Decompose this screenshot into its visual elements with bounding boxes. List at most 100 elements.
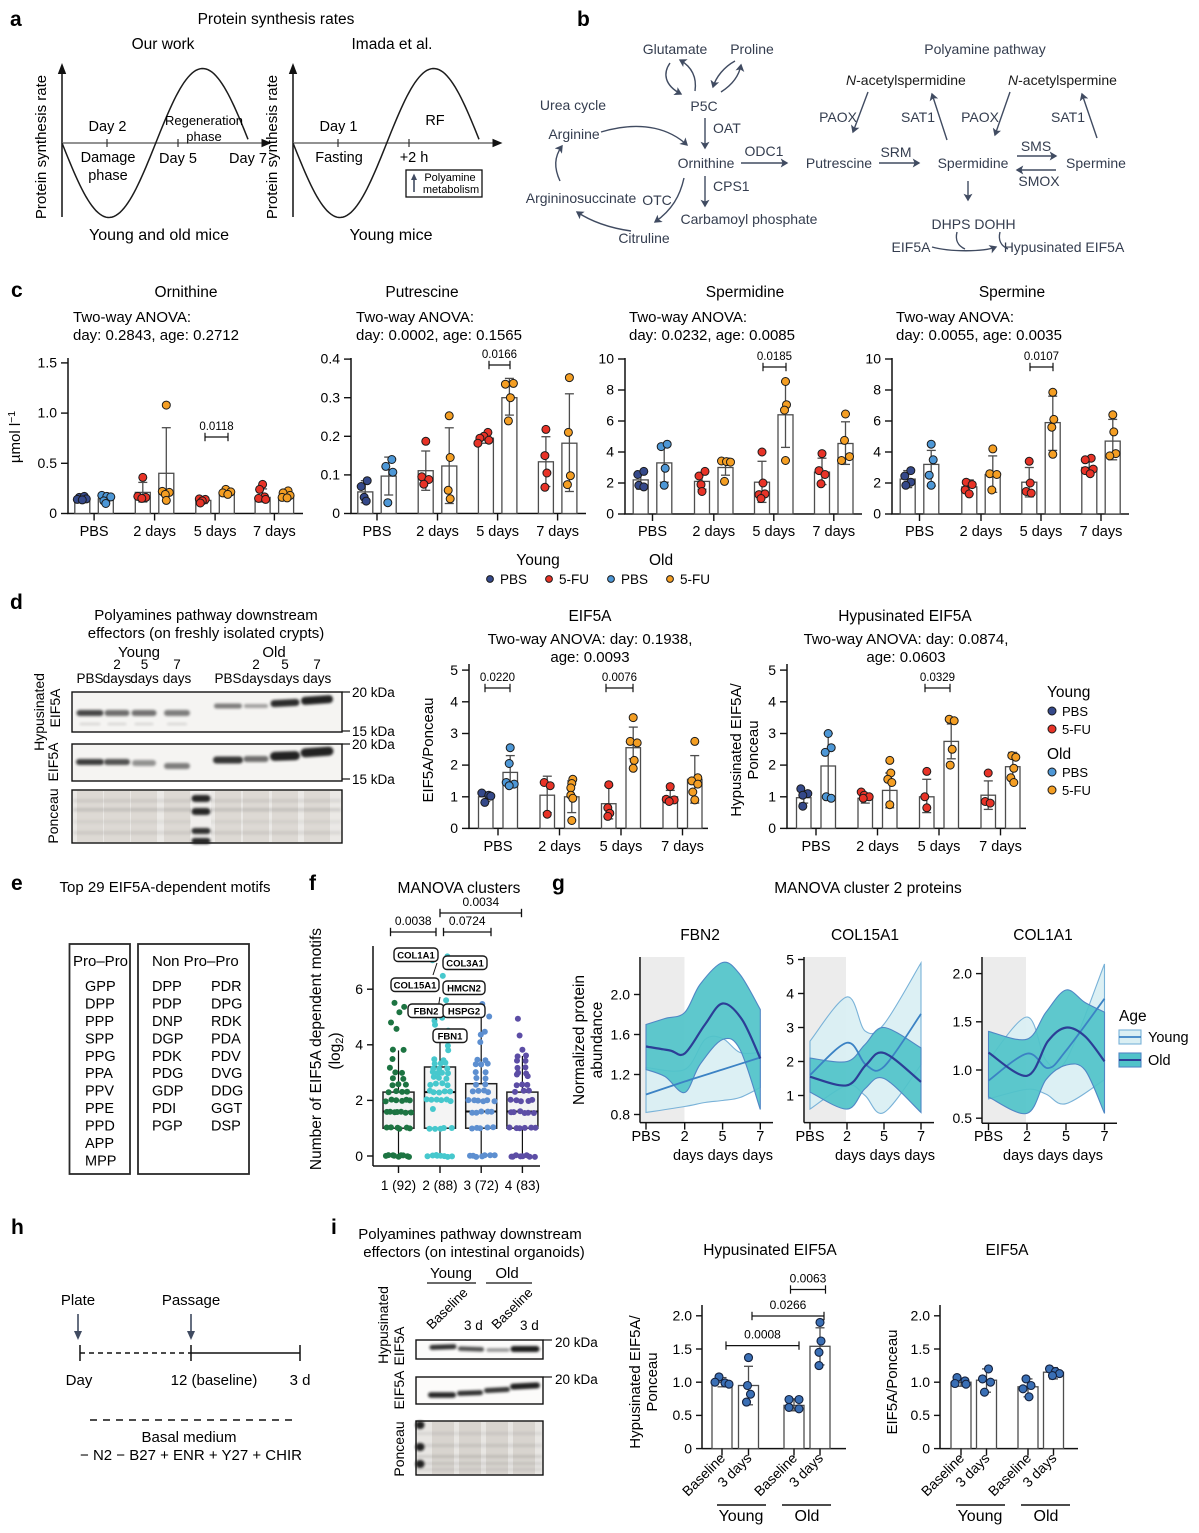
svg-text:1.0: 1.0 — [953, 1062, 973, 1078]
svg-text:RDK: RDK — [211, 1014, 242, 1030]
svg-text:2: 2 — [113, 657, 121, 672]
svg-text:PBS: PBS — [500, 572, 527, 587]
svg-text:7: 7 — [756, 1129, 764, 1145]
svg-text:0: 0 — [768, 820, 776, 836]
svg-text:1.2: 1.2 — [611, 1066, 631, 1082]
svg-text:5-FU: 5-FU — [680, 572, 710, 587]
svg-text:2.0: 2.0 — [673, 1308, 693, 1324]
svg-text:Non Pro–Pro: Non Pro–Pro — [152, 953, 239, 970]
svg-text:DPP: DPP — [152, 979, 182, 995]
svg-text:1.0: 1.0 — [911, 1374, 931, 1390]
svg-text:EIF5A: EIF5A — [568, 608, 612, 625]
svg-text:µmol l−1: µmol l−1 — [6, 411, 24, 463]
svg-text:PBS: PBS — [362, 524, 391, 540]
svg-text:5 days: 5 days — [1020, 524, 1063, 540]
svg-text:0: 0 — [684, 1440, 692, 1456]
svg-text:8: 8 — [873, 382, 881, 398]
svg-text:Polyamine pathway: Polyamine pathway — [924, 41, 1045, 57]
svg-text:5: 5 — [450, 662, 458, 678]
svg-text:1.5: 1.5 — [673, 1341, 693, 1357]
svg-text:Citruline: Citruline — [618, 230, 670, 246]
svg-text:4: 4 — [355, 1037, 363, 1053]
svg-text:0.5: 0.5 — [911, 1407, 931, 1423]
svg-text:Old: Old — [1034, 1508, 1059, 1525]
svg-text:2 days: 2 days — [692, 524, 735, 540]
svg-text:EIF5A: EIF5A — [391, 1370, 407, 1410]
svg-text:6: 6 — [873, 413, 881, 429]
svg-text:days: days — [130, 671, 159, 686]
svg-text:5 days: 5 days — [600, 839, 643, 855]
svg-text:b: b — [577, 8, 590, 31]
svg-text:2.0: 2.0 — [911, 1308, 931, 1324]
svg-text:5-FU: 5-FU — [1062, 783, 1091, 798]
svg-text:day: 0.0055, age: 0.0035: day: 0.0055, age: 0.0035 — [896, 327, 1062, 344]
svg-text:Regeneration: Regeneration — [165, 113, 243, 128]
svg-text:effectors (on intestinal organ: effectors (on intestinal organoids) — [363, 1244, 585, 1261]
svg-text:PBS: PBS — [76, 671, 103, 686]
svg-text:PBS: PBS — [80, 524, 109, 540]
svg-text:days days days: days days days — [835, 1148, 935, 1164]
svg-text:Top 29 EIF5A-dependent motifs: Top 29 EIF5A-dependent motifs — [60, 879, 271, 896]
svg-text:3 (72): 3 (72) — [464, 1178, 499, 1193]
svg-text:0.0329: 0.0329 — [920, 672, 955, 684]
svg-text:5: 5 — [719, 1129, 727, 1145]
svg-text:3: 3 — [450, 725, 458, 741]
svg-text:15 kDa: 15 kDa — [352, 724, 395, 739]
svg-text:DPG: DPG — [211, 997, 242, 1013]
svg-text:3 d: 3 d — [520, 1318, 539, 1333]
svg-text:Hypusinated EIF5A/: Hypusinated EIF5A/ — [728, 682, 745, 816]
svg-text:COL1A1: COL1A1 — [397, 950, 435, 961]
svg-text:2.0: 2.0 — [953, 965, 973, 981]
svg-text:PBS: PBS — [483, 839, 512, 855]
svg-text:PAOX: PAOX — [819, 109, 858, 125]
svg-text:0.5: 0.5 — [673, 1407, 693, 1423]
svg-text:0.4: 0.4 — [321, 351, 341, 367]
svg-text:Imada et al.: Imada et al. — [352, 36, 433, 53]
svg-text:Hypusinated EIF5A/: Hypusinated EIF5A/ — [627, 1314, 644, 1448]
svg-text:abundance: abundance — [589, 1002, 606, 1079]
svg-text:20 kDa: 20 kDa — [555, 1335, 598, 1350]
svg-text:day: 0.2843, age: 0.2712: day: 0.2843, age: 0.2712 — [73, 327, 239, 344]
svg-text:1.0: 1.0 — [38, 405, 58, 421]
svg-text:SAT1: SAT1 — [901, 109, 935, 125]
svg-text:OAT: OAT — [713, 120, 741, 136]
svg-text:5-FU: 5-FU — [1062, 722, 1091, 737]
svg-text:Young: Young — [719, 1508, 764, 1525]
svg-text:0.5: 0.5 — [953, 1110, 973, 1126]
svg-text:GDP: GDP — [152, 1084, 183, 1100]
svg-text:− N2 − B27 + ENR + Y27 + CHIR: − N2 − B27 + ENR + Y27 + CHIR — [80, 1447, 302, 1464]
svg-text:Old: Old — [262, 644, 285, 661]
svg-text:PPA: PPA — [85, 1066, 113, 1082]
svg-text:Ponceau: Ponceau — [644, 1352, 661, 1411]
svg-text:day: 0.0232, age: 0.0085: day: 0.0232, age: 0.0085 — [629, 327, 795, 344]
svg-text:5 days: 5 days — [476, 524, 519, 540]
svg-text:MPP: MPP — [85, 1154, 116, 1170]
svg-text:Old: Old — [495, 1265, 518, 1282]
svg-text:PDP: PDP — [152, 997, 182, 1013]
svg-text:Urea cycle: Urea cycle — [540, 97, 606, 113]
svg-text:(log2): (log2) — [327, 1032, 346, 1069]
svg-text:age: 0.0603: age: 0.0603 — [866, 649, 945, 666]
svg-text:Ornithine: Ornithine — [678, 155, 735, 171]
svg-text:DVG: DVG — [211, 1066, 242, 1082]
svg-text:0.0185: 0.0185 — [757, 351, 792, 363]
svg-text:Young: Young — [118, 644, 160, 661]
svg-text:2 days: 2 days — [133, 524, 176, 540]
svg-text:DHPS: DHPS — [932, 216, 971, 232]
svg-text:days: days — [271, 671, 300, 686]
svg-text:7 days: 7 days — [253, 524, 296, 540]
svg-text:PGP: PGP — [152, 1119, 183, 1135]
svg-text:3 d: 3 d — [290, 1372, 311, 1389]
svg-text:6: 6 — [355, 981, 363, 997]
svg-text:Passage: Passage — [162, 1292, 220, 1309]
svg-text:7: 7 — [917, 1129, 925, 1145]
svg-text:5: 5 — [141, 657, 149, 672]
svg-text:PPG: PPG — [85, 1049, 116, 1065]
svg-text:PDV: PDV — [211, 1049, 241, 1065]
svg-text:phase: phase — [88, 168, 128, 184]
svg-text:0.0220: 0.0220 — [480, 672, 515, 684]
svg-text:COL15A1: COL15A1 — [831, 927, 899, 944]
svg-text:DGP: DGP — [152, 1031, 183, 1047]
svg-text:0.2: 0.2 — [321, 428, 341, 444]
svg-text:Polyamines pathway downstream: Polyamines pathway downstream — [358, 1226, 581, 1243]
